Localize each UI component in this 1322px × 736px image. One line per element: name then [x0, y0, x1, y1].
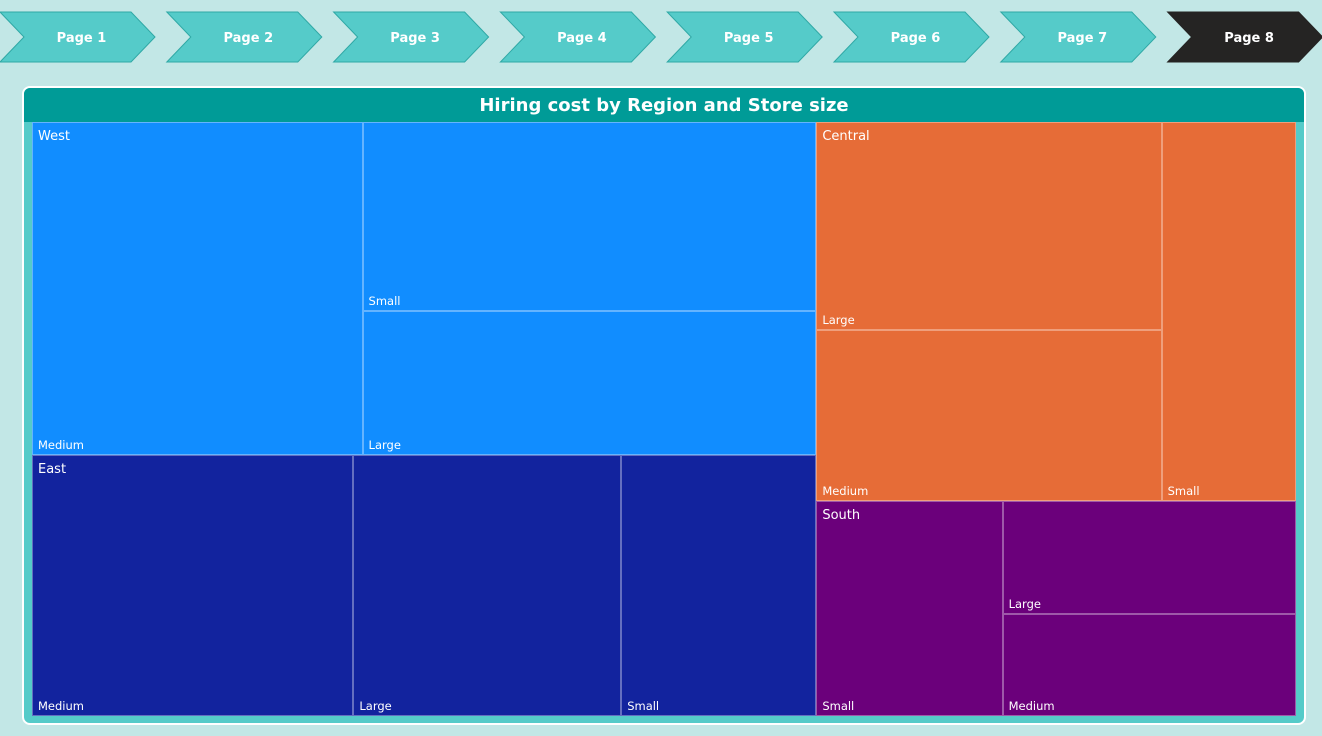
- nav-page-chevron[interactable]: [165, 11, 323, 63]
- treemap-tile-south-small[interactable]: Small South: [816, 501, 1003, 716]
- page-navigation-chevrons: Page 1 Page 2 Page 3 Page 4 Page 5 Page 6 Page…: [0, 11, 1322, 63]
- nav-page-4[interactable]: Page 4: [499, 11, 657, 63]
- nav-page-chevron[interactable]: [832, 11, 990, 63]
- nav-page-chevron[interactable]: [0, 11, 156, 63]
- nav-page-label[interactable]: Page 2: [223, 31, 273, 46]
- treemap-tile-label: Medium: [38, 437, 84, 452]
- treemap-tile-east-medium[interactable]: Medium East: [32, 454, 354, 716]
- treemap-tile-east-small[interactable]: Small: [621, 454, 817, 716]
- nav-page-label[interactable]: Page 1: [57, 31, 107, 46]
- treemap-tile-west-small[interactable]: Small: [362, 122, 817, 312]
- nav-page-5[interactable]: Page 5: [666, 11, 823, 63]
- treemap-tile-west-medium[interactable]: Medium West: [32, 122, 363, 455]
- treemap-group-label: South: [822, 508, 861, 524]
- nav-page-2[interactable]: Page 2: [165, 11, 323, 63]
- treemap-group-label: East: [38, 461, 67, 477]
- nav-page-label[interactable]: Page 4: [557, 31, 607, 46]
- nav-page-chevron[interactable]: [332, 11, 490, 63]
- nav-page-7[interactable]: Page 7: [999, 11, 1157, 63]
- treemap-tile-label: Large: [368, 437, 401, 452]
- treemap-visual: Hiring cost by Region and Store size Med…: [22, 86, 1306, 725]
- chart-title: Hiring cost by Region and Store size: [24, 88, 1304, 122]
- treemap-tile-west-large[interactable]: Large: [362, 311, 817, 455]
- treemap-group-label: West: [38, 129, 70, 144]
- treemap-tile-label: Small: [1167, 484, 1200, 499]
- treemap-tile-central-large[interactable]: Large Central: [816, 122, 1162, 331]
- nav-page-6[interactable]: Page 6: [832, 11, 990, 63]
- treemap-tile-central-small[interactable]: Small: [1161, 122, 1296, 502]
- treemap-tile-label: Small: [368, 294, 401, 309]
- nav-page-label[interactable]: Page 8: [1224, 31, 1274, 46]
- nav-page-1[interactable]: Page 1: [0, 11, 156, 63]
- nav-page-8[interactable]: Page 8: [1166, 11, 1322, 63]
- treemap-tile-label: Medium: [1008, 698, 1055, 713]
- nav-page-3[interactable]: Page 3: [332, 11, 490, 63]
- treemap-tile-label: Large: [822, 313, 855, 328]
- nav-page-label[interactable]: Page 3: [390, 31, 440, 46]
- nav-page-chevron[interactable]: [1166, 11, 1322, 63]
- treemap-area: Medium West Small Large Medium East Large Small…: [32, 122, 1296, 716]
- treemap-tile-south-large[interactable]: Large: [1002, 501, 1296, 614]
- page-navigation: Page 1 Page 2 Page 3 Page 4 Page 5 Page 6 Page…: [0, 0, 1322, 76]
- nav-page-chevron[interactable]: [666, 11, 823, 63]
- treemap-tile-label: Small: [627, 698, 660, 713]
- nav-page-chevron[interactable]: [499, 11, 657, 63]
- nav-page-chevron[interactable]: [999, 11, 1157, 63]
- treemap-group-label: Central: [822, 129, 870, 144]
- treemap-tile-label: Medium: [822, 484, 869, 499]
- treemap-tile-label: Large: [359, 698, 392, 713]
- nav-page-label[interactable]: Page 5: [724, 31, 774, 46]
- treemap-tile-east-large[interactable]: Large: [353, 454, 622, 716]
- treemap-tile-label: Small: [822, 698, 855, 713]
- treemap-tile-label: Medium: [38, 698, 84, 713]
- nav-page-label[interactable]: Page 7: [1057, 31, 1107, 46]
- nav-page-label[interactable]: Page 6: [891, 31, 941, 46]
- treemap-tile-label: Large: [1008, 596, 1041, 611]
- treemap-tile-south-medium[interactable]: Medium: [1002, 613, 1296, 716]
- treemap-tile-central-medium[interactable]: Medium: [816, 330, 1162, 502]
